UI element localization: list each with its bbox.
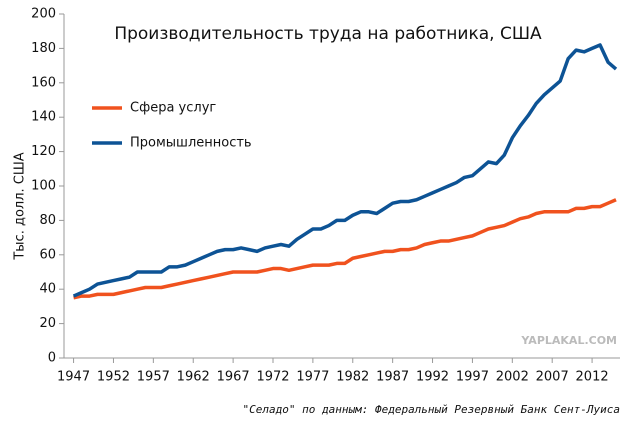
x-tick-label: 2002 xyxy=(496,370,529,385)
x-tick-label: 1957 xyxy=(137,370,170,385)
x-tick-label: 1982 xyxy=(336,370,369,385)
series-line xyxy=(72,43,618,298)
x-tick-label: 1987 xyxy=(376,370,409,385)
y-tick-label: 160 xyxy=(31,75,56,90)
x-tick-label: 1967 xyxy=(217,370,250,385)
y-tick-label: 20 xyxy=(39,316,56,331)
y-tick-label: 120 xyxy=(31,144,56,159)
series-line xyxy=(73,198,617,300)
x-tick-label: 1977 xyxy=(296,370,329,385)
y-tick-label: 180 xyxy=(31,41,56,56)
chart-title: Производительность труда на работника, С… xyxy=(114,24,542,44)
credit: "Селадо" по данным: Федеральный Резервны… xyxy=(243,403,621,416)
x-tick-label: 1952 xyxy=(97,370,130,385)
y-tick-label: 60 xyxy=(39,247,56,262)
y-tick-label: 200 xyxy=(31,7,56,22)
x-tick-label: 1962 xyxy=(177,370,210,385)
watermark: YAPLAKAL.COM xyxy=(520,334,617,347)
y-tick-label: 80 xyxy=(39,213,56,228)
x-tick-label: 1947 xyxy=(57,370,90,385)
y-tick-label: 140 xyxy=(31,110,56,125)
y-tick-label: 100 xyxy=(31,179,56,194)
x-tick-label: 1972 xyxy=(256,370,289,385)
y-tick-label: 0 xyxy=(48,351,56,366)
legend-label: Сфера услуг xyxy=(130,101,216,116)
x-tick-label: 2007 xyxy=(536,370,569,385)
x-tick-label: 2012 xyxy=(576,370,609,385)
x-tick-label: 1997 xyxy=(456,370,489,385)
y-axis-label: Тыс. долл. США xyxy=(13,152,28,260)
legend-label: Промышленность xyxy=(130,136,252,151)
y-tick-label: 40 xyxy=(39,282,56,297)
x-tick-label: 1992 xyxy=(416,370,449,385)
